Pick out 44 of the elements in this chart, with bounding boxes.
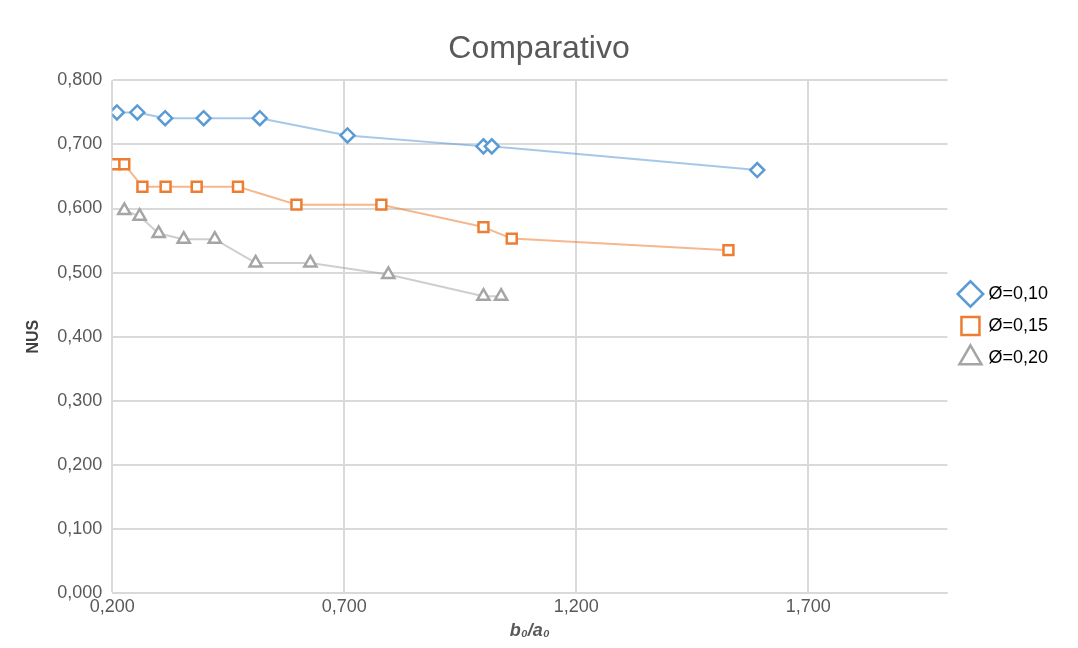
point — [159, 180, 172, 193]
y-tick-label: 0,500 — [57, 261, 103, 282]
y-tick-label: 0,400 — [57, 325, 103, 346]
point — [375, 198, 388, 211]
x-axis-title: b₀/a₀ — [509, 620, 550, 641]
point — [132, 207, 147, 221]
x-tick-label: 0,700 — [321, 595, 367, 616]
point — [151, 225, 166, 239]
x-tick-label: 1,700 — [785, 595, 831, 616]
point — [748, 161, 766, 179]
point — [118, 158, 131, 171]
legend-label: Ø=0,20 — [988, 346, 1048, 367]
y-tick-label: 0,800 — [57, 69, 103, 90]
point — [248, 254, 263, 268]
point — [136, 180, 149, 193]
point — [476, 288, 491, 301]
y-axis-title: NUS — [24, 319, 42, 354]
point — [156, 109, 174, 127]
point — [505, 232, 518, 245]
y-tick-label: 0,600 — [57, 197, 103, 218]
x-tick-label: 1,200 — [553, 595, 599, 616]
point — [231, 180, 245, 193]
y-tick-label: 0,700 — [57, 133, 103, 154]
y-tick-label: 0,300 — [57, 389, 103, 410]
point — [251, 109, 269, 127]
y-tick-label: 0,100 — [57, 517, 103, 538]
legend-label: Ø=0,10 — [988, 282, 1048, 303]
point — [290, 198, 303, 211]
point — [195, 109, 212, 127]
point — [190, 180, 203, 193]
y-tick-label: 0,200 — [57, 453, 103, 474]
point — [339, 127, 356, 144]
legend-label: Ø=0,15 — [988, 314, 1048, 335]
point — [207, 230, 223, 244]
point — [477, 220, 490, 234]
point — [117, 202, 132, 216]
point — [483, 138, 501, 155]
point — [176, 230, 192, 244]
point — [129, 104, 146, 121]
chart-title: Comparativo — [448, 29, 630, 66]
point — [303, 254, 318, 268]
point — [722, 243, 735, 257]
point — [381, 266, 396, 280]
point — [493, 288, 509, 301]
